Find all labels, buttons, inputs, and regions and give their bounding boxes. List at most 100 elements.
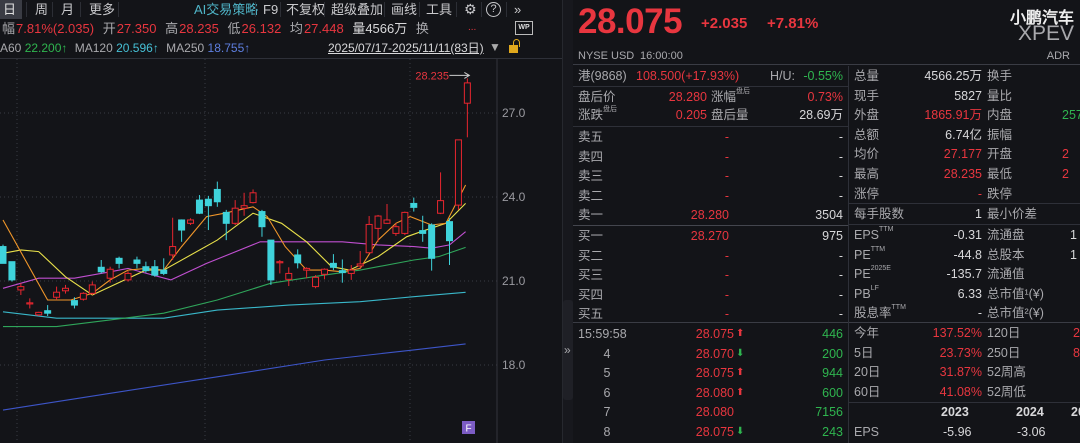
candle-up [249,192,257,204]
tick-price: 28.070 [695,346,734,361]
unlock-icon[interactable] [509,45,518,53]
hu-premium: -0.55% [803,69,843,83]
arrow-up-icon: ⬆ [736,386,745,398]
perf-value: 2 [1073,326,1080,340]
candle-up [88,284,96,294]
after-hours-price: 28.280 [668,90,707,104]
collapse-arrow-icon[interactable]: » [564,343,571,357]
ask-label: 卖三 [578,169,604,183]
ask-price[interactable]: - [724,188,729,203]
tick-price: 28.080 [695,405,734,419]
high-price-marker: 28.235 [415,70,449,82]
ask-label: 卖五 [578,130,604,144]
candle-up [383,219,391,224]
adjust-button[interactable]: 不复权 [286,2,326,17]
tools-button[interactable]: 工具 [426,2,453,17]
candle-up [454,139,462,206]
fund-value: 1 [1070,228,1077,242]
bid-price[interactable]: - [724,248,729,263]
ask-label: 卖二 [578,188,604,203]
panel-splitter[interactable]: » [562,0,573,443]
bid-volume: - [838,248,843,263]
perf-label: 120日 [987,326,1021,340]
help-icon[interactable]: ? [486,2,501,17]
bid-price[interactable]: - [724,287,729,302]
tab-week[interactable]: 周 [35,2,49,17]
arrow-up-icon: ⬆ [736,328,745,339]
ma250-line [2,343,466,411]
overlay-button[interactable]: 超级叠加 [331,2,384,17]
ma60-line [3,246,466,328]
bid-price[interactable]: - [724,268,729,282]
tick-volume: 600 [822,385,843,400]
candle-up [437,200,445,214]
ask-volume: 3504 [815,208,843,222]
candle-down [178,219,186,231]
monitor-wp-icon[interactable]: WP [515,21,533,35]
perf-label: 20日 [854,365,881,379]
tab-more[interactable]: 更多 [89,2,116,17]
after-hours-change: 0.205 [675,108,707,122]
bid-price[interactable]: 28.270 [690,229,729,243]
candle-down [258,211,266,228]
candle-down [204,198,212,207]
candle-down [428,224,436,259]
stat-label: 涨停 [854,186,880,201]
bid-label: 买三 [578,268,604,282]
ask-price[interactable]: 28.280 [690,208,729,222]
candle-up [285,272,293,280]
tick-time: 6 [603,385,611,400]
adr-badge: ADR [1046,50,1070,62]
tick-volume: 446 [822,327,843,341]
kline-panel: 日 周 月 更多 AI交易策略 F9 不复权 超级叠加 画线 工具 ⚙ ? » … [0,0,562,443]
draw-button[interactable]: 画线 [391,2,418,17]
stat-label: 外盘 [854,108,880,123]
ask-price[interactable]: - [724,130,729,144]
eps-2023: -5.96 [943,425,972,439]
after-hours-pct: 0.73% [807,90,843,104]
after-hours-volume: 28.69万 [799,108,843,122]
ma10-line [2,203,466,296]
fund-value: -0.31 [953,228,983,242]
fund-label: 股息率TTM [854,304,906,320]
f-badge-label: F [466,424,472,435]
candle-up [320,268,328,275]
stat-value: 2 [1062,147,1069,162]
stock-name: 小鹏汽车 [1009,10,1074,27]
ask-volume: - [838,188,843,203]
stat-value: 28.235 [943,167,982,181]
perf-label: 今年 [854,326,880,340]
fund-label: 流通盘 [987,228,1025,242]
dropdown-triangle-icon[interactable]: ▼ [489,40,501,54]
candle-up [79,292,87,300]
bid-price[interactable]: - [724,307,729,321]
ma120-line [2,291,466,319]
bid-label: 买一 [578,229,604,243]
candle-down [419,230,427,234]
expand-toolbar-button[interactable]: » [514,2,522,17]
candle-down [115,257,123,264]
tab-day[interactable]: 日 [0,0,22,19]
tab-month[interactable]: 月 [61,2,75,17]
ask-price[interactable]: - [724,169,729,183]
date-range-selector[interactable]: 2025/07/17-2025/11/11(83日) [328,41,484,55]
hk-price[interactable]: 108.500(+17.93%) [636,69,740,83]
candle-up [365,223,373,254]
candlestick-chart[interactable]: 27.0 24.0 21.0 18.0 28.235 F [0,59,562,443]
f9-button[interactable]: F9 [263,2,279,17]
year-header: 20 [1071,405,1080,419]
ai-strategy-button[interactable]: AI交易策略 [194,2,259,17]
perf-label: 52周低 [987,384,1026,399]
stat-value: 257 [1062,108,1080,123]
ask-label: 卖四 [578,149,604,164]
bid-volume: - [838,307,843,321]
f-badge [462,421,475,434]
gear-icon[interactable]: ⚙ [464,1,477,17]
stat-value: 1865.91万 [924,108,982,123]
fund-label: PE2025E [854,265,891,281]
perf-value: 137.52% [932,326,982,340]
stat-label: 总额 [854,127,880,142]
stat-label: 内盘 [987,108,1013,123]
fund-label: PETTM [854,245,886,262]
ask-price[interactable]: - [724,149,729,164]
